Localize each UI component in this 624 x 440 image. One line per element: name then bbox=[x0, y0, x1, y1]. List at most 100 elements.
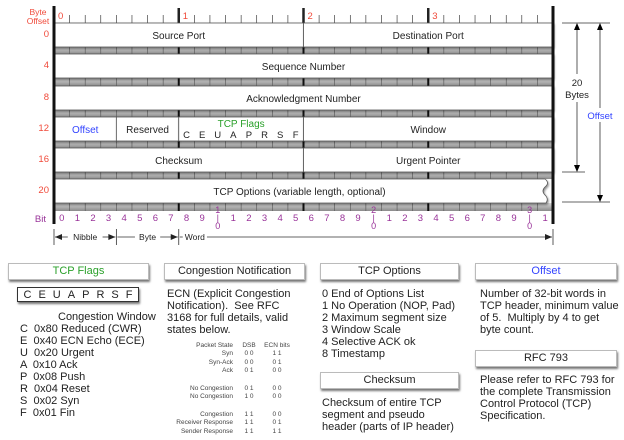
rfc-text-line: Control Protocol (TCP) bbox=[480, 398, 592, 410]
bit-number: 4 bbox=[277, 213, 282, 224]
checksum-panel-title: Checksum bbox=[320, 372, 459, 389]
ecn-cell: 0 1 bbox=[244, 385, 254, 392]
rfc-text-line: the complete Transmission bbox=[480, 386, 611, 398]
ecn-cell: 1 1 bbox=[244, 411, 254, 418]
flag-letter: C bbox=[23, 289, 32, 301]
field-sequence-number: Sequence Number bbox=[262, 62, 346, 73]
bit-number: 7 bbox=[324, 213, 329, 224]
bit-number: 8 bbox=[496, 213, 501, 224]
rfc-text: Please refer to RFC 793 for the complete … bbox=[480, 374, 615, 422]
bit-label: Bit bbox=[35, 214, 46, 225]
bit-number: 7 bbox=[480, 213, 485, 224]
flag-letter: U bbox=[214, 130, 221, 141]
ecn-cell: Syn bbox=[221, 350, 233, 357]
byte-offset-label: Offset bbox=[27, 16, 50, 26]
flag-letter: R bbox=[261, 130, 268, 141]
ecn-cell: 1 1 bbox=[244, 428, 254, 435]
field-box bbox=[303, 147, 554, 173]
bit-number: 0 bbox=[59, 213, 64, 224]
flag-item: R 0x04 Reset bbox=[20, 383, 90, 395]
arrow-right-icon bbox=[545, 234, 552, 240]
bit-number: 2|0 bbox=[368, 205, 379, 229]
checksum-text-line: header (parts of IP header) bbox=[322, 421, 454, 433]
ecn-cell: 0 0 bbox=[272, 385, 282, 392]
congestion-text: ECN (Explicit Congestion Notification). S… bbox=[167, 288, 291, 336]
offset-panel-title: Offset bbox=[475, 263, 617, 280]
ecn-cell: 1 0 bbox=[244, 393, 254, 400]
tcp-flags-panel-title: TCP Flags bbox=[8, 263, 149, 280]
flag-item: P 0x08 Push bbox=[20, 371, 86, 383]
ecn-cell: Ack bbox=[222, 367, 233, 374]
arrow-left-icon bbox=[55, 234, 62, 240]
span-label-nibble: Nibble bbox=[73, 232, 97, 242]
byte-marker: 1 bbox=[183, 11, 188, 22]
option-item: 1 No Operation (NOP, Pad) bbox=[322, 300, 456, 312]
flag-letter: F bbox=[125, 289, 133, 301]
bit-number: 2 bbox=[90, 213, 95, 224]
bit-number: 3 bbox=[418, 213, 423, 224]
bit-number: 4 bbox=[122, 213, 127, 224]
field-tcp-flags: TCP Flags bbox=[218, 119, 265, 130]
flag-item: S 0x02 Syn bbox=[20, 395, 80, 407]
arrow-down-icon bbox=[597, 195, 603, 202]
bit-number: 6 bbox=[309, 213, 314, 224]
congestion-text-line: states below. bbox=[167, 324, 231, 336]
field-window: Window bbox=[410, 125, 446, 136]
flag-letter: A bbox=[230, 130, 237, 141]
field-box bbox=[53, 178, 548, 204]
ecn-cell: 0 0 bbox=[244, 359, 254, 366]
ecn-cell: 1 1 bbox=[272, 350, 282, 357]
field-box bbox=[53, 22, 304, 48]
ecn-cell: 0 0 bbox=[244, 350, 254, 357]
bit-number: 8 bbox=[340, 213, 345, 224]
arrow-up-icon bbox=[574, 23, 580, 30]
field-box bbox=[115, 116, 180, 142]
ecn-cell: Syn-Ack bbox=[208, 359, 233, 366]
bit-number: 1|0 bbox=[212, 205, 223, 229]
bit-number: 3 bbox=[262, 213, 267, 224]
size-20-label: 20 bbox=[572, 78, 583, 89]
offset-text-line: Number of 32-bit words in bbox=[480, 288, 606, 300]
field-offset: Offset bbox=[72, 125, 99, 136]
byte-marker: 0 bbox=[58, 11, 63, 22]
flag-letter: E bbox=[38, 289, 46, 301]
flag-letter: R bbox=[96, 289, 105, 301]
bit-number: 8 bbox=[184, 213, 189, 224]
option-item: 3 Window Scale bbox=[322, 324, 401, 336]
bit-number: 1 bbox=[387, 213, 392, 224]
checksum-text-line: segment and pseudo bbox=[322, 409, 425, 421]
span-label-word: Word bbox=[185, 232, 205, 242]
offset-text: Number of 32-bit words in TCP header, min… bbox=[480, 288, 619, 336]
bit-number: 2 bbox=[402, 213, 407, 224]
flag-item: F 0x01 Fin bbox=[20, 407, 76, 419]
flags-list: C 0x80 Reduced (CWR) E 0x40 ECN Echo (ECE… bbox=[20, 323, 145, 419]
field-tcp-options-variable-length-optional: TCP Options (variable length, optional) bbox=[213, 187, 385, 198]
bit-number: 7 bbox=[168, 213, 173, 224]
flag-letter: C bbox=[183, 130, 190, 141]
flag-item: C 0x80 Reduced (CWR) bbox=[20, 323, 142, 335]
byte-marker: 3 bbox=[432, 11, 437, 22]
ecn-cell: Packet State bbox=[196, 342, 233, 349]
bit-number: 9 bbox=[511, 213, 516, 224]
bit-number: 2 bbox=[246, 213, 251, 224]
flag-letter: S bbox=[111, 289, 119, 301]
congestion-panel-title: Congestion Notification bbox=[164, 263, 305, 280]
ecn-cell: No Congestion bbox=[190, 393, 233, 400]
ecn-cell: Sender Response bbox=[180, 428, 233, 435]
field-box bbox=[303, 116, 554, 142]
ecn-cell: Congestion bbox=[200, 411, 233, 418]
row-offset-label: 4 bbox=[44, 60, 49, 71]
flag-letter: F bbox=[293, 130, 299, 141]
field-box bbox=[53, 116, 117, 142]
rfc-text-line: Please refer to RFC 793 for bbox=[480, 374, 615, 386]
field-reserved: Reserved bbox=[126, 125, 169, 136]
bit-number: 5 bbox=[137, 213, 142, 224]
arrow-right-icon bbox=[108, 234, 116, 240]
row-offset-label: 12 bbox=[38, 123, 49, 134]
congestion-window-label: Congestion Window bbox=[58, 311, 156, 323]
field-box bbox=[53, 53, 554, 79]
congestion-text-line: Notification). See RFC bbox=[167, 300, 280, 312]
options-list: 0 End of Options List 1 No Operation (NOP… bbox=[322, 288, 455, 360]
